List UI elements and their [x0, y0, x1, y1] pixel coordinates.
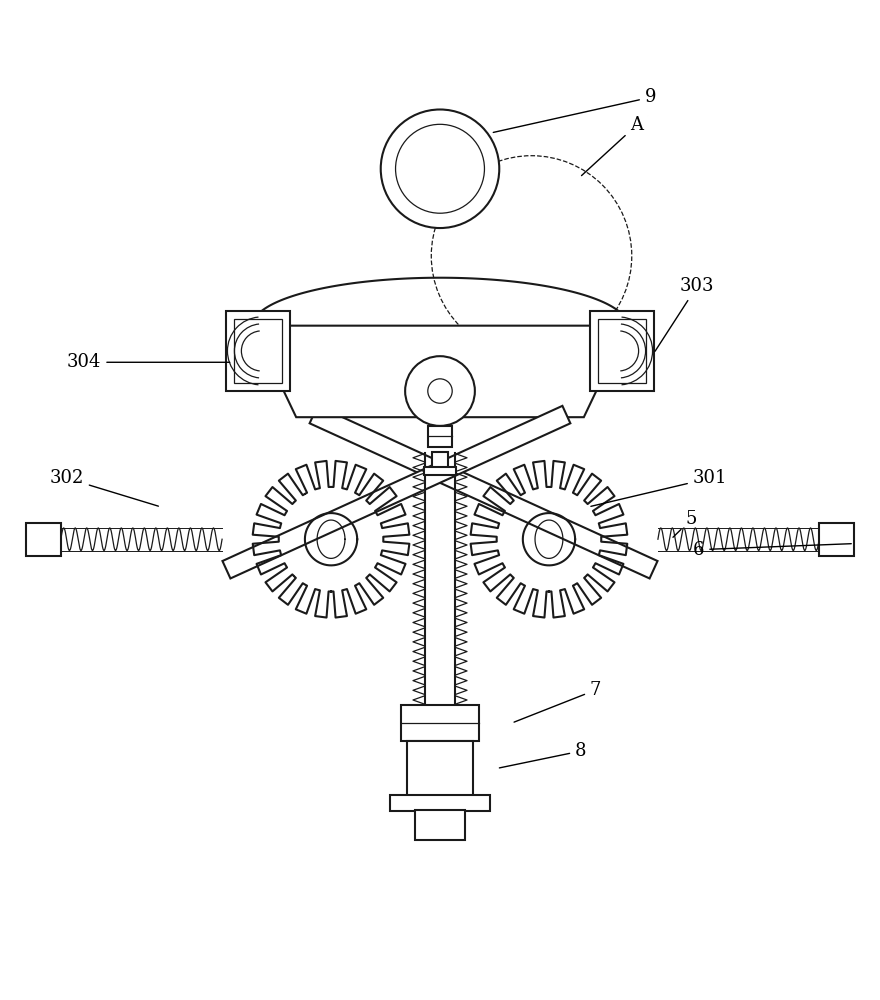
Text: 303: 303: [655, 277, 715, 351]
Text: 6: 6: [693, 541, 851, 559]
Circle shape: [428, 379, 452, 403]
Text: 7: 7: [514, 681, 601, 722]
Bar: [819, 523, 854, 556]
Circle shape: [405, 356, 475, 426]
Polygon shape: [310, 406, 657, 578]
Polygon shape: [253, 326, 627, 417]
Text: A: A: [582, 116, 643, 176]
Text: 8: 8: [499, 742, 587, 768]
Bar: [400, 705, 480, 741]
Circle shape: [395, 124, 485, 213]
Bar: [590, 311, 654, 391]
Text: 301: 301: [590, 469, 727, 506]
Polygon shape: [223, 406, 570, 578]
Bar: [598, 319, 646, 383]
Bar: [428, 426, 452, 447]
Circle shape: [381, 109, 499, 228]
Text: 302: 302: [49, 469, 158, 506]
Bar: [424, 467, 456, 475]
Text: 5: 5: [673, 510, 697, 537]
Bar: [407, 741, 473, 796]
Text: 304: 304: [67, 353, 230, 371]
Bar: [234, 319, 282, 383]
Bar: [26, 523, 61, 556]
Text: 9: 9: [494, 88, 656, 132]
Bar: [432, 452, 448, 468]
Bar: [414, 810, 466, 840]
Bar: [226, 311, 290, 391]
Circle shape: [431, 156, 632, 356]
Bar: [391, 795, 489, 811]
